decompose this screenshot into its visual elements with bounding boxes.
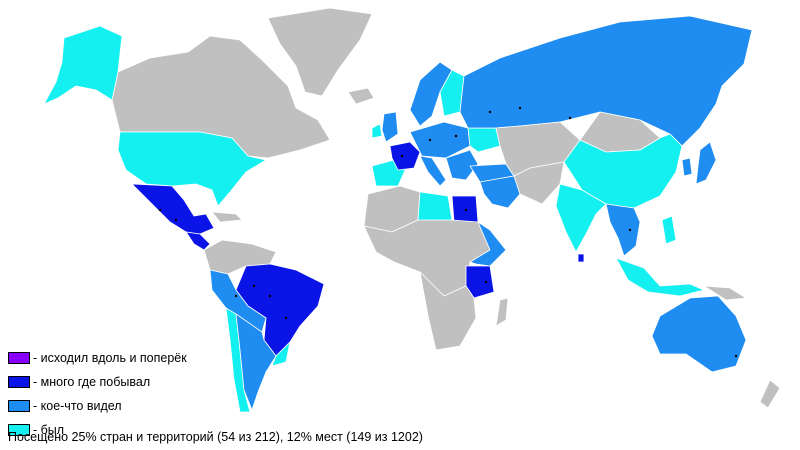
city-dot	[428, 138, 432, 142]
region-usa[interactable]	[117, 131, 267, 207]
region-indochina[interactable]	[605, 203, 641, 257]
legend-label: - кое-что видел	[33, 399, 122, 413]
region-sri-lanka[interactable]	[577, 253, 585, 263]
visit-summary: Посещено 25% стран и территорий (54 из 2…	[8, 430, 423, 444]
legend: - исходил вдоль и поперёк - много где по…	[8, 346, 187, 442]
region-france[interactable]	[389, 141, 421, 171]
region-papua[interactable]	[703, 285, 747, 301]
city-dot	[734, 354, 738, 358]
region-balkans-greece[interactable]	[445, 149, 479, 181]
city-dot	[628, 228, 632, 232]
city-dot	[268, 294, 272, 298]
legend-swatch	[8, 400, 30, 412]
region-australia[interactable]	[651, 295, 747, 373]
region-tanzania[interactable]	[465, 265, 495, 299]
city-dot	[284, 316, 288, 320]
legend-swatch	[8, 352, 30, 364]
region-mexico[interactable]	[131, 183, 215, 235]
legend-item-seen-something: - кое-что видел	[8, 394, 187, 418]
legend-item-visited-a-lot: - много где побывал	[8, 370, 187, 394]
legend-swatch	[8, 424, 30, 436]
city-dot	[174, 218, 178, 222]
region-uruguay[interactable]	[271, 341, 291, 367]
region-japan[interactable]	[695, 141, 717, 185]
city-dot	[568, 116, 572, 120]
region-korea[interactable]	[681, 157, 693, 177]
region-philippines[interactable]	[661, 215, 677, 245]
legend-label: - исходил вдоль и поперёк	[33, 351, 187, 365]
legend-label: - был	[33, 423, 65, 437]
city-dot	[400, 154, 404, 158]
region-ireland[interactable]	[371, 123, 383, 139]
legend-item-been: - был	[8, 418, 187, 442]
region-peru-bolivia[interactable]	[209, 269, 267, 333]
city-dot	[158, 208, 162, 212]
region-madagascar[interactable]	[495, 297, 509, 327]
city-dot	[252, 284, 256, 288]
region-argentina[interactable]	[235, 313, 277, 411]
city-dots	[158, 106, 738, 358]
region-alaska[interactable]	[43, 25, 123, 105]
city-dot	[234, 294, 238, 298]
region-southern-africa[interactable]	[419, 271, 477, 351]
region-greenland[interactable]	[267, 7, 373, 97]
city-dot	[464, 208, 468, 212]
region-central-europe[interactable]	[409, 121, 471, 159]
region-indonesia[interactable]	[615, 257, 705, 297]
city-dot	[454, 134, 458, 138]
region-central-america[interactable]	[185, 231, 211, 251]
legend-item-walked-across: - исходил вдоль и поперёк	[8, 346, 187, 370]
legend-label: - много где побывал	[33, 375, 151, 389]
region-caribbean[interactable]	[211, 211, 243, 223]
region-iceland[interactable]	[347, 87, 375, 105]
legend-swatch	[8, 376, 30, 388]
city-dot	[488, 110, 492, 114]
city-dot	[484, 280, 488, 284]
region-india[interactable]	[555, 183, 607, 253]
city-dot	[518, 106, 522, 110]
region-egypt[interactable]	[451, 195, 479, 223]
region-east-africa[interactable]	[469, 221, 507, 267]
region-new-zealand[interactable]	[759, 379, 781, 409]
region-uk[interactable]	[381, 111, 399, 143]
region-italy[interactable]	[419, 155, 447, 187]
